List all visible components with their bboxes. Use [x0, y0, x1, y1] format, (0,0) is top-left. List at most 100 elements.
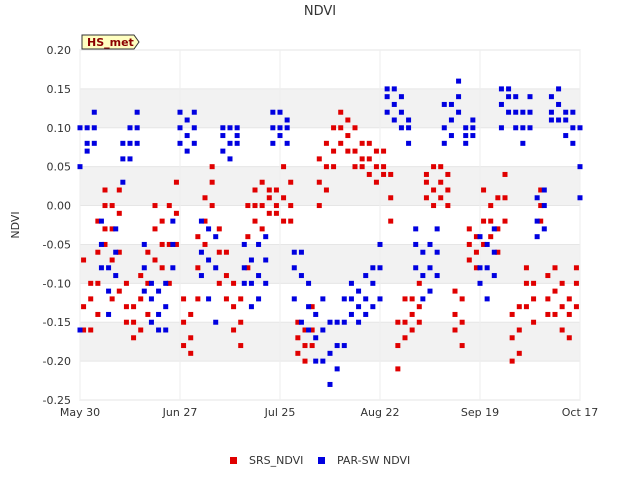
data-point [241, 265, 247, 271]
data-point [284, 125, 290, 131]
data-point [127, 125, 133, 131]
y-tick-label: -0.10 [43, 277, 71, 290]
data-point [227, 156, 233, 162]
data-point [102, 241, 108, 247]
data-point [227, 140, 233, 146]
data-point [456, 78, 462, 84]
data-point [363, 311, 369, 317]
data-point [148, 296, 154, 302]
data-point [320, 358, 326, 364]
data-point [109, 226, 115, 232]
data-point [441, 125, 447, 131]
data-point [88, 296, 94, 302]
data-point [356, 319, 362, 325]
data-point [523, 304, 529, 310]
data-point [263, 280, 269, 286]
data-point [495, 226, 501, 232]
data-point [527, 109, 533, 115]
data-point [177, 109, 183, 115]
data-point [345, 148, 351, 154]
data-point [391, 101, 397, 107]
data-point [109, 203, 115, 209]
data-point [448, 101, 454, 107]
data-point [448, 133, 454, 139]
data-point [327, 319, 333, 325]
data-point [120, 156, 126, 162]
data-point [163, 280, 169, 286]
data-point [277, 109, 283, 115]
x-tick-label: Oct 17 [562, 406, 599, 419]
data-point [338, 109, 344, 115]
data-point [91, 109, 97, 115]
data-point [284, 117, 290, 123]
data-point [159, 218, 165, 224]
data-point [306, 304, 312, 310]
data-point [366, 156, 372, 162]
data-point [470, 133, 476, 139]
data-point [291, 265, 297, 271]
data-point [470, 117, 476, 123]
data-point [145, 311, 151, 317]
data-point [445, 203, 451, 209]
data-point [577, 195, 583, 201]
data-point [188, 311, 194, 317]
data-point [156, 288, 162, 294]
data-point [348, 311, 354, 317]
data-point [559, 280, 565, 286]
data-point [456, 94, 462, 100]
data-point [423, 195, 429, 201]
data-point [81, 304, 87, 310]
data-point [431, 187, 437, 193]
data-point [381, 148, 387, 154]
x-tick-label: Sep 19 [461, 406, 499, 419]
data-point [370, 280, 376, 286]
data-point [259, 203, 265, 209]
data-point [481, 187, 487, 193]
data-point [502, 195, 508, 201]
x-axis-ticks: May 30 Jun 27 Jul 25 Aug 22 Sep 19 Oct 17 [60, 50, 598, 419]
data-point [120, 179, 126, 185]
data-point [195, 234, 201, 240]
data-point [91, 140, 97, 146]
data-point [323, 140, 329, 146]
data-point [552, 265, 558, 271]
data-point [516, 327, 522, 333]
data-point [138, 273, 144, 279]
data-point [213, 234, 219, 240]
data-point [331, 125, 337, 131]
data-point [456, 109, 462, 115]
data-point [327, 381, 333, 387]
data-point [513, 109, 519, 115]
data-point [270, 140, 276, 146]
data-point [491, 273, 497, 279]
data-point [256, 296, 262, 302]
data-point [534, 218, 540, 224]
data-point [81, 327, 87, 333]
data-point [256, 273, 262, 279]
data-point [513, 125, 519, 131]
data-point [77, 164, 83, 170]
data-point [556, 86, 562, 92]
legend-label: SRS_NDVI [249, 454, 303, 467]
data-point [184, 148, 190, 154]
data-point [231, 304, 237, 310]
data-point [520, 109, 526, 115]
data-point [295, 319, 301, 325]
data-point [548, 94, 554, 100]
data-point [527, 125, 533, 131]
data-point [223, 249, 229, 255]
legend: SRS_NDVI PAR-SW NDVI [230, 454, 410, 467]
data-point [231, 327, 237, 333]
data-point [123, 304, 129, 310]
data-point [445, 171, 451, 177]
y-tick-label: 0.20 [47, 44, 72, 57]
data-point [559, 327, 565, 333]
data-point [459, 343, 465, 349]
data-point [213, 319, 219, 325]
data-point [177, 140, 183, 146]
data-point [463, 133, 469, 139]
data-point [406, 117, 412, 123]
data-point [452, 327, 458, 333]
data-point [102, 226, 108, 232]
data-point [381, 171, 387, 177]
